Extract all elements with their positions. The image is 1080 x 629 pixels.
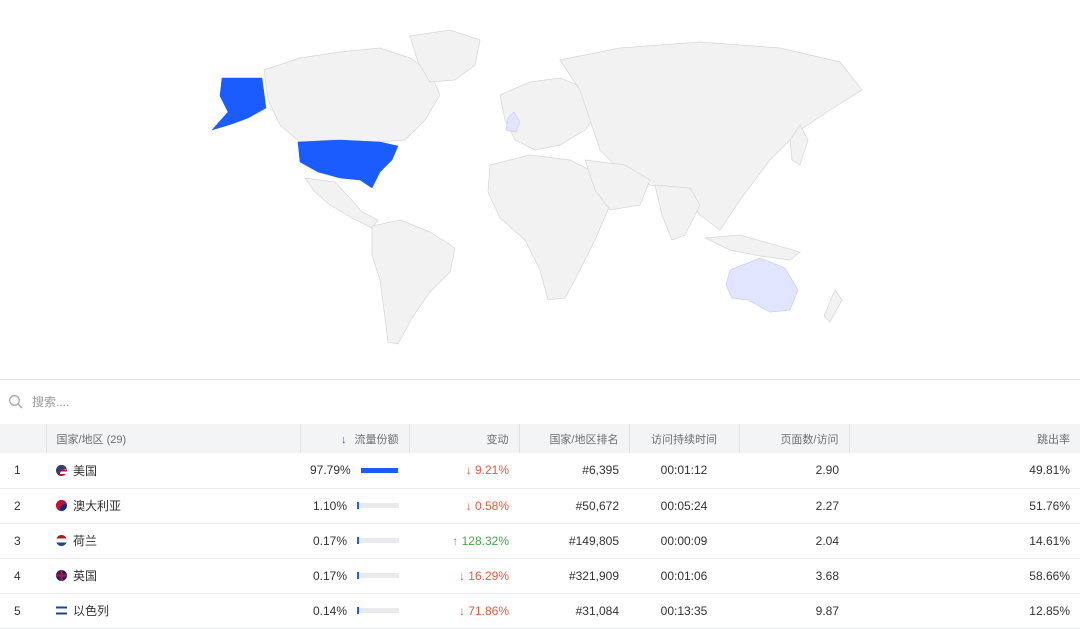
map-region-indonesia [705,235,800,260]
au-flag-icon [56,500,67,511]
row-index: 4 [0,558,46,593]
table-row[interactable]: 3 荷兰 0.17% ↑ 128.32% #149,805 00:00:09 2… [0,523,1080,558]
table-row[interactable]: 2 澳大利亚 1.10% ↓ 0.58% #50,672 00:05:24 2.… [0,488,1080,523]
row-bounce: 49.81% [849,453,1080,488]
row-country[interactable]: 英国 [46,558,300,593]
divider [0,379,1080,380]
share-bar-fill [361,468,398,473]
row-bounce: 51.76% [849,488,1080,523]
share-value: 0.14% [313,604,347,618]
search-bar [0,381,1080,423]
share-bar-tick [357,502,359,509]
row-share: 1.10% [300,488,409,523]
table-header-row: 国家/地区 (29) ↓ 流量份额 变动 国家/地区排名 访问持续时间 页面数/访… [0,424,1080,453]
row-change: ↓ 71.86% [409,593,519,628]
country-name: 美国 [73,464,97,478]
search-input[interactable] [32,391,432,413]
share-bar [357,503,399,508]
header-bounce[interactable]: 跳出率 [849,424,1080,453]
row-index: 1 [0,453,46,488]
row-index: 2 [0,488,46,523]
row-country[interactable]: 荷兰 [46,523,300,558]
row-share: 0.14% [300,593,409,628]
map-region-australia [726,258,798,312]
share-bar-tick [357,537,359,544]
table-row[interactable]: 1 美国 97.79% ↓ 9.21% #6,395 00:01:12 2.90… [0,453,1080,488]
row-rank: #6,395 [519,453,629,488]
us-flag-icon [56,465,67,476]
row-change: ↓ 16.29% [409,558,519,593]
header-share-label: 流量份额 [355,434,399,446]
row-pages: 3.68 [739,558,849,593]
row-pages: 9.87 [739,593,849,628]
row-country[interactable]: 以色列 [46,593,300,628]
gb-flag-icon [56,570,67,581]
header-share[interactable]: ↓ 流量份额 [300,424,409,453]
world-map[interactable] [0,0,1080,378]
country-name: 荷兰 [73,534,97,548]
row-rank: #321,909 [519,558,629,593]
row-pages: 2.04 [739,523,849,558]
share-value: 97.79% [310,463,351,477]
header-pages[interactable]: 页面数/访问 [739,424,849,453]
world-map-svg [0,0,1080,378]
header-rank[interactable]: 国家/地区排名 [519,424,629,453]
country-table: 国家/地区 (29) ↓ 流量份额 变动 国家/地区排名 访问持续时间 页面数/访… [0,424,1080,629]
row-change: ↑ 128.32% [409,523,519,558]
header-index [0,424,46,453]
row-duration: 00:01:12 [629,453,739,488]
share-bar [361,468,399,473]
map-region-central-america [305,178,378,228]
country-name: 以色列 [73,604,109,618]
row-index: 3 [0,523,46,558]
table-row[interactable]: 4 英国 0.17% ↓ 16.29% #321,909 00:01:06 3.… [0,558,1080,593]
row-duration: 00:01:06 [629,558,739,593]
share-bar-tick [357,607,359,614]
country-name: 澳大利亚 [73,499,121,513]
row-share: 97.79% [300,453,409,488]
share-bar [357,538,399,543]
row-bounce: 58.66% [849,558,1080,593]
share-value: 0.17% [313,534,347,548]
row-index: 5 [0,593,46,628]
share-bar [357,573,399,578]
row-pages: 2.27 [739,488,849,523]
row-share: 0.17% [300,523,409,558]
map-region-south-america [372,220,455,344]
share-value: 0.17% [313,569,347,583]
header-change[interactable]: 变动 [409,424,519,453]
search-icon [8,394,24,410]
row-pages: 2.90 [739,453,849,488]
map-region-canada [264,48,440,142]
row-duration: 00:13:35 [629,593,739,628]
row-bounce: 12.85% [849,593,1080,628]
share-bar-tick [357,572,359,579]
row-country[interactable]: 美国 [46,453,300,488]
row-duration: 00:00:09 [629,523,739,558]
row-change: ↓ 0.58% [409,488,519,523]
header-country[interactable]: 国家/地区 (29) [46,424,300,453]
map-region-new-zealand [824,290,842,322]
nl-flag-icon [56,535,67,546]
map-region-alaska [212,78,266,130]
map-region-india [655,185,700,240]
header-duration[interactable]: 访问持续时间 [629,424,739,453]
share-bar [357,608,399,613]
row-country[interactable]: 澳大利亚 [46,488,300,523]
row-duration: 00:05:24 [629,488,739,523]
row-rank: #50,672 [519,488,629,523]
row-share: 0.17% [300,558,409,593]
row-rank: #149,805 [519,523,629,558]
share-value: 1.10% [313,499,347,513]
row-bounce: 14.61% [849,523,1080,558]
table-row[interactable]: 5 以色列 0.14% ↓ 71.86% #31,084 00:13:35 9.… [0,593,1080,628]
il-flag-icon [56,605,67,616]
arrow-down-icon: ↓ [341,434,347,446]
row-rank: #31,084 [519,593,629,628]
row-change: ↓ 9.21% [409,453,519,488]
country-name: 英国 [73,569,97,583]
